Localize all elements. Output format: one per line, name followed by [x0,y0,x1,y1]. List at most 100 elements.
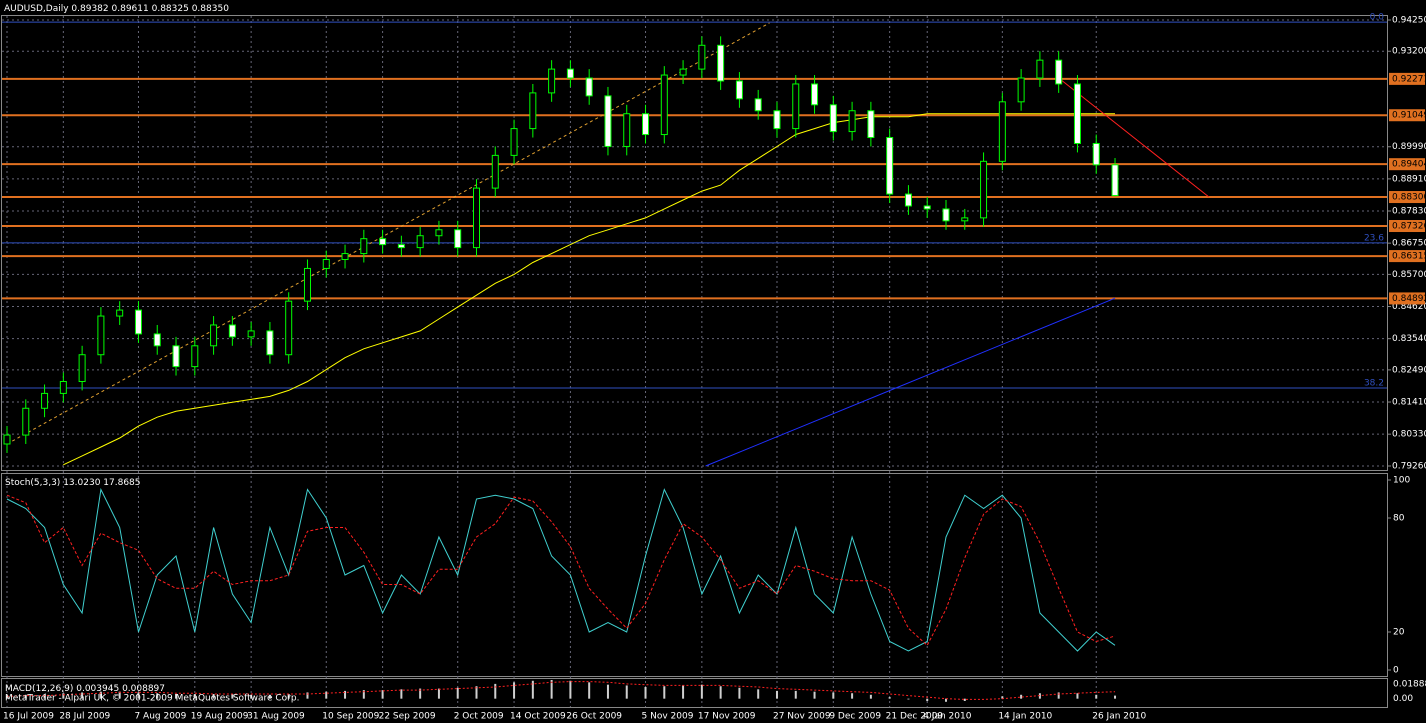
candle-body [904,193,912,207]
y-tick-label: 0 [1393,666,1399,676]
candle-body [1055,59,1063,85]
candle-body [3,434,11,445]
candle-body [116,309,124,317]
x-tick-label: 27 Nov 2009 [773,712,831,722]
y-tick-label: 0.89990 [1392,142,1426,152]
x-tick-label: 14 Jan 2010 [998,712,1052,722]
candle-body [41,392,49,409]
candle-body [247,330,255,338]
level-badge [1389,191,1425,204]
candle-body [1073,83,1081,144]
moving-average [63,113,1115,466]
y-tick-label: 100 [1393,476,1410,486]
y-tick-label: 0.94250 [1392,16,1426,26]
trend-line [6,22,770,445]
candle-body [491,154,499,189]
y-tick-label: 0.83540 [1392,334,1426,344]
stoch-line [6,494,1116,647]
trend-line [705,297,1116,467]
candle-body [604,95,612,147]
level-badge [1389,109,1425,122]
candle-body [285,300,293,356]
macd-header: MACD(12,26,9) 0.003945 0.008897 [5,684,165,694]
level-badge [1389,158,1425,171]
candle-body [303,267,311,302]
y-tick-label: 20 [1393,628,1405,638]
x-tick-label: 19 Aug 2009 [191,712,249,722]
y-tick-label: 0.84620 [1392,302,1426,312]
stoch-frame [1,473,1388,677]
level-label: 0.87326 [1392,222,1426,232]
y-tick-label: 0.79260 [1392,462,1426,472]
candle-body [566,68,574,79]
candle-body [642,113,650,136]
candle-body [322,259,330,269]
candle-body [811,83,819,106]
candle-body [416,235,424,249]
candle-body [266,330,274,356]
x-tick-label: 26 Oct 2009 [566,712,622,722]
y-tick-label: 0.87830 [1392,207,1426,217]
y-tick-label: 0.86750 [1392,239,1426,249]
x-tick-label: 28 Jul 2009 [59,712,110,722]
symbol-header: AUDUSD,Daily 0.89382 0.89611 0.88325 0.8… [4,4,229,14]
trend-line [1058,77,1210,198]
candle-body [191,345,199,368]
y-tick-label: 0.85700 [1392,270,1426,280]
x-tick-label: 26 Jan 2010 [1092,712,1146,722]
candle-body [773,110,781,130]
level-badge [1389,220,1425,233]
candle-body [59,381,67,394]
candle-body [22,407,30,436]
candle-body [397,244,405,249]
candle-body [379,238,387,246]
candle-body [153,333,161,347]
candle-body [97,315,105,356]
fib-label: 23.6 [1364,233,1384,243]
x-tick-label: 9 Dec 2009 [829,712,881,722]
candle-body [1092,142,1100,166]
candle-body [848,110,856,133]
candle-body [228,324,236,338]
candle-body [1017,77,1025,103]
y-tick-label: 0.82490 [1392,365,1426,375]
stoch-header: Stoch(5,3,3) 13.0230 17.8685 [5,478,141,488]
candle-body [698,44,706,70]
candle-body [341,253,349,261]
candle-body [792,83,800,130]
x-tick-label: 17 Nov 2009 [698,712,756,722]
y-tick-label: 0.88910 [1392,174,1426,184]
candle-body [134,309,142,335]
level-label: 0.88300 [1392,193,1426,203]
x-tick-label: 7 Aug 2009 [134,712,186,722]
candle-body [1036,59,1044,79]
candle-body [510,128,518,156]
x-tick-label: 2 Oct 2009 [454,712,504,722]
level-badge [1389,72,1425,85]
candle-body [473,187,480,249]
x-tick-label: 14 Oct 2009 [510,712,566,722]
level-label: 0.91049 [1392,111,1426,121]
x-tick-label: 31 Aug 2009 [247,712,305,722]
level-label: 0.84892 [1392,294,1426,304]
fib-label: 0.0 [1370,13,1385,23]
y-tick-label: 80 [1393,514,1405,524]
candle-body [717,44,725,82]
x-tick-label: 10 Sep 2009 [322,712,379,722]
x-tick-label: 4 Jan 2010 [923,712,971,722]
level-label: 0.89404 [1392,160,1426,170]
fib-label: 38.2 [1364,379,1384,389]
candle-body [942,208,950,222]
candle-body [980,160,988,219]
x-tick-label: 21 Dec 2009 [886,712,944,722]
y-tick-label: 0.93200 [1392,47,1426,57]
level-badge [1389,250,1425,263]
y-tick-label: 0.80330 [1392,430,1426,440]
level-badge [1389,292,1425,305]
candle-body [78,354,86,383]
candle-body [923,205,931,210]
macd-signal [6,681,1116,700]
